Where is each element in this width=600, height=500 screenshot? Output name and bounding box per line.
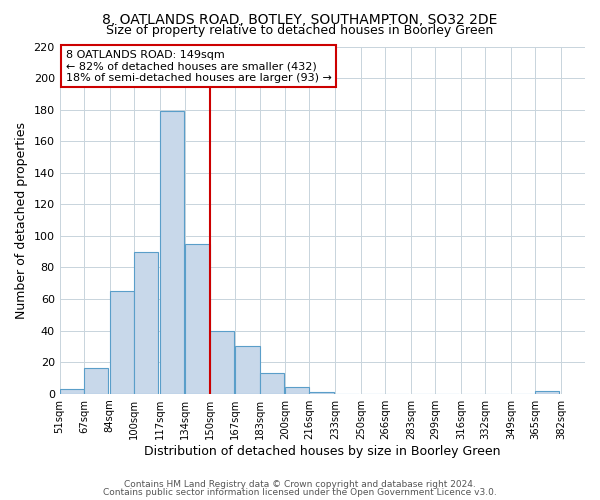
Bar: [84, 368, 108, 394]
Bar: [59, 389, 84, 394]
Text: 8, OATLANDS ROAD, BOTLEY, SOUTHAMPTON, SO32 2DE: 8, OATLANDS ROAD, BOTLEY, SOUTHAMPTON, S…: [103, 12, 497, 26]
Text: 8 OATLANDS ROAD: 149sqm
← 82% of detached houses are smaller (432)
18% of semi-d: 8 OATLANDS ROAD: 149sqm ← 82% of detache…: [66, 50, 332, 83]
Bar: [134, 252, 158, 394]
Text: Size of property relative to detached houses in Boorley Green: Size of property relative to detached ho…: [106, 24, 494, 37]
Bar: [535, 390, 559, 394]
Bar: [160, 111, 184, 394]
Bar: [260, 373, 284, 394]
Bar: [209, 330, 234, 394]
Bar: [110, 291, 134, 394]
Text: Contains public sector information licensed under the Open Government Licence v3: Contains public sector information licen…: [103, 488, 497, 497]
Bar: [310, 392, 334, 394]
X-axis label: Distribution of detached houses by size in Boorley Green: Distribution of detached houses by size …: [144, 444, 500, 458]
Bar: [235, 346, 260, 394]
Text: Contains HM Land Registry data © Crown copyright and database right 2024.: Contains HM Land Registry data © Crown c…: [124, 480, 476, 489]
Y-axis label: Number of detached properties: Number of detached properties: [15, 122, 28, 318]
Bar: [285, 388, 310, 394]
Bar: [185, 244, 209, 394]
